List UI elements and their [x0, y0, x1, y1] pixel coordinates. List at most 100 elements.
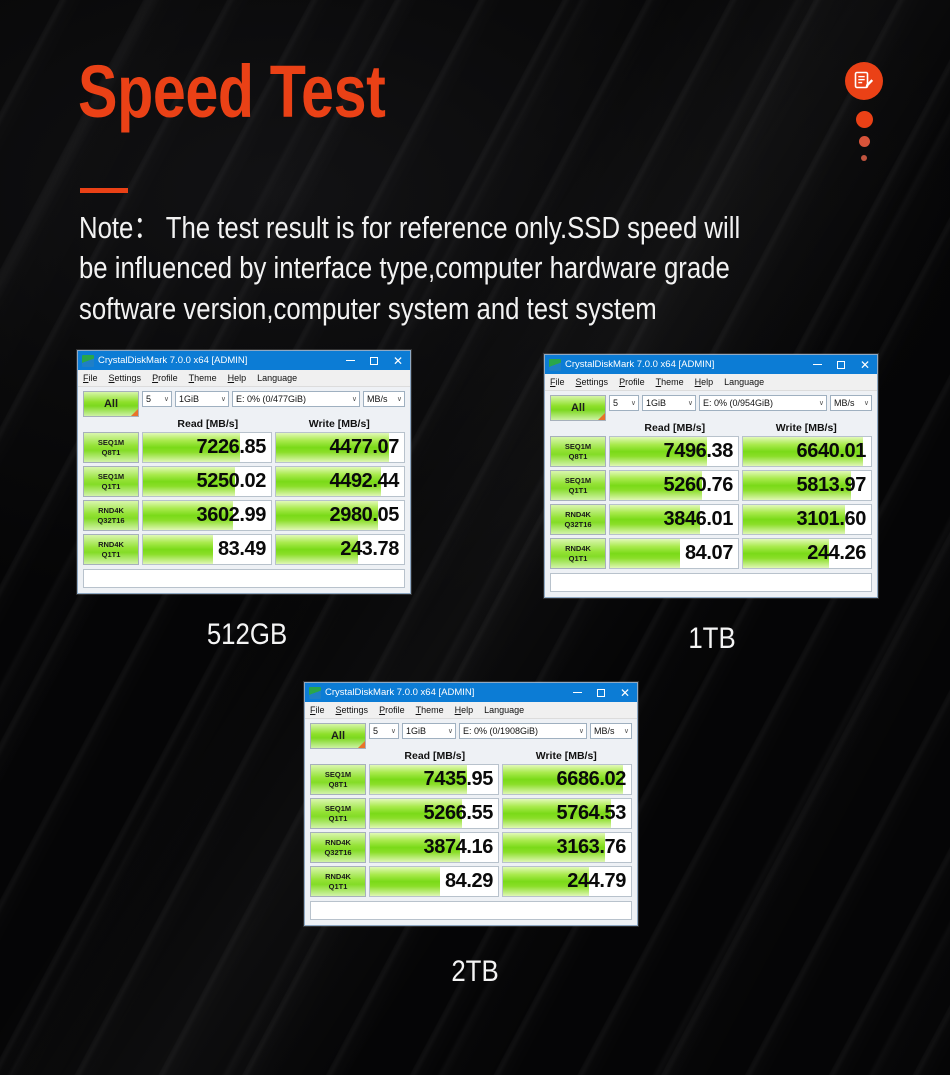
target-drive-select[interactable]: E: 0% (0/1908GiB) ∨: [459, 723, 587, 739]
row-label-line2: Q8T1: [328, 779, 348, 789]
run-all-button[interactable]: All: [550, 395, 606, 421]
read-meter: 7496.38: [609, 436, 739, 467]
read-meter: 3874.16: [369, 832, 499, 863]
menu-bar[interactable]: File Settings Profile Theme Help Languag…: [545, 374, 877, 391]
test-size-select[interactable]: 1GiB ∨: [642, 395, 696, 411]
status-bar: [83, 569, 405, 588]
close-icon[interactable]: ✕: [859, 357, 871, 372]
menu-item-theme[interactable]: Theme: [655, 377, 684, 387]
page-title: Speed Test: [78, 50, 386, 133]
meter-fill: [743, 539, 829, 568]
close-icon[interactable]: ✕: [392, 353, 404, 368]
unit-select[interactable]: MB/s ∨: [363, 391, 405, 407]
menu-item-language[interactable]: Language: [257, 373, 298, 383]
write-value: 4477.07: [329, 436, 400, 458]
read-value: 5266.55: [423, 802, 494, 824]
test-size-select[interactable]: 1GiB ∨: [175, 391, 229, 407]
menu-bar[interactable]: File Settings Profile Theme Help Languag…: [78, 370, 410, 387]
menu-item-profile[interactable]: Profile: [619, 377, 645, 387]
table-row: RND4K Q32T16 3874.16 3163.76: [310, 832, 632, 863]
meter-fill: [743, 471, 851, 500]
maximize-icon[interactable]: [829, 355, 853, 374]
table-row: RND4K Q32T16 3846.01 3101.60: [550, 504, 872, 535]
write-column-header: Write [MB/s]: [535, 750, 597, 762]
menu-item-settings[interactable]: Settings: [108, 373, 142, 383]
target-drive-select[interactable]: E: 0% (0/477GiB) ∨: [232, 391, 360, 407]
menu-item-settings[interactable]: Settings: [575, 377, 609, 387]
menu-item-help[interactable]: Help: [227, 373, 247, 383]
minimize-icon[interactable]: [338, 351, 362, 370]
write-value: 6640.01: [796, 440, 867, 462]
menu-item-theme[interactable]: Theme: [415, 705, 444, 715]
chevron-down-icon: ∨: [220, 396, 226, 403]
row-label-line1: SEQ1M: [324, 804, 352, 814]
menu-item-language[interactable]: Language: [724, 377, 765, 387]
window-titlebar[interactable]: CrystalDiskMark 7.0.0 x64 [ADMIN] ✕: [545, 355, 877, 374]
crystaldiskmark-window-2tb[interactable]: CrystalDiskMark 7.0.0 x64 [ADMIN] ✕ File…: [304, 682, 638, 926]
menu-item-profile[interactable]: Profile: [152, 373, 178, 383]
status-bar: [310, 901, 632, 920]
menu-item-theme[interactable]: Theme: [188, 373, 217, 383]
window-titlebar[interactable]: CrystalDiskMark 7.0.0 x64 [ADMIN] ✕: [305, 683, 637, 702]
menu-item-file[interactable]: File: [550, 377, 565, 387]
test-count-select[interactable]: 5 ∨: [142, 391, 172, 407]
menu-item-language[interactable]: Language: [484, 705, 525, 715]
meter-fill: [276, 501, 379, 530]
read-meter: 7435.95: [369, 764, 499, 795]
close-icon[interactable]: ✕: [619, 685, 631, 700]
maximize-icon[interactable]: [362, 351, 386, 370]
unit-select[interactable]: MB/s ∨: [830, 395, 872, 411]
row-label-line2: Q32T16: [564, 519, 592, 529]
row-label-seq1m-q1t1[interactable]: SEQ1M Q1T1: [83, 466, 139, 497]
row-label-rnd4k-q1t1[interactable]: RND4K Q1T1: [550, 538, 606, 569]
benchmark-toolbar[interactable]: All 5 ∨ 1GiB ∨ E: 0% (0/954GiB): [550, 395, 872, 421]
write-meter: 3101.60: [742, 504, 872, 535]
row-label-rnd4k-q1t1[interactable]: RND4K Q1T1: [310, 866, 366, 897]
row-label-line1: SEQ1M: [324, 770, 352, 780]
unit-select[interactable]: MB/s ∨: [590, 723, 632, 739]
window-buttons[interactable]: ✕: [338, 351, 410, 370]
chevron-down-icon: ∨: [818, 400, 824, 407]
chevron-down-icon: ∨: [687, 400, 693, 407]
row-label-line2: Q32T16: [324, 847, 352, 857]
menu-item-help[interactable]: Help: [694, 377, 714, 387]
minimize-icon[interactable]: [805, 355, 829, 374]
crystaldiskmark-window-1tb[interactable]: CrystalDiskMark 7.0.0 x64 [ADMIN] ✕ File…: [544, 354, 878, 598]
table-row: SEQ1M Q1T1 5250.02 4492.44: [83, 466, 405, 497]
run-all-button[interactable]: All: [83, 391, 139, 417]
menu-item-file[interactable]: File: [83, 373, 98, 383]
window-buttons[interactable]: ✕: [805, 355, 877, 374]
test-size-select[interactable]: 1GiB ∨: [402, 723, 456, 739]
run-all-button[interactable]: All: [310, 723, 366, 749]
row-label-seq1m-q1t1[interactable]: SEQ1M Q1T1: [550, 470, 606, 501]
row-label-rnd4k-q32t16[interactable]: RND4K Q32T16: [550, 504, 606, 535]
minimize-icon[interactable]: [565, 683, 589, 702]
row-label-rnd4k-q32t16[interactable]: RND4K Q32T16: [310, 832, 366, 863]
row-label-rnd4k-q32t16[interactable]: RND4K Q32T16: [83, 500, 139, 531]
benchmark-toolbar[interactable]: All 5 ∨ 1GiB ∨ E: 0% (0/477GiB): [83, 391, 405, 417]
menu-item-file[interactable]: File: [310, 705, 325, 715]
crystaldiskmark-window-512gb[interactable]: CrystalDiskMark 7.0.0 x64 [ADMIN] ✕ File…: [77, 350, 411, 594]
menu-item-help[interactable]: Help: [454, 705, 474, 715]
row-label-seq1m-q8t1[interactable]: SEQ1M Q8T1: [310, 764, 366, 795]
test-count-select[interactable]: 5 ∨: [369, 723, 399, 739]
row-label-seq1m-q1t1[interactable]: SEQ1M Q1T1: [310, 798, 366, 829]
test-count-select[interactable]: 5 ∨: [609, 395, 639, 411]
read-value: 84.07: [684, 542, 733, 564]
write-meter: 3163.76: [502, 832, 632, 863]
window-titlebar[interactable]: CrystalDiskMark 7.0.0 x64 [ADMIN] ✕: [78, 351, 410, 370]
unit-value: MB/s: [834, 398, 855, 408]
menu-item-profile[interactable]: Profile: [379, 705, 405, 715]
menu-item-settings[interactable]: Settings: [335, 705, 369, 715]
target-drive-select[interactable]: E: 0% (0/954GiB) ∨: [699, 395, 827, 411]
chevron-down-icon: ∨: [351, 396, 357, 403]
menu-bar[interactable]: File Settings Profile Theme Help Languag…: [305, 702, 637, 719]
row-label-line1: SEQ1M: [564, 442, 592, 452]
maximize-icon[interactable]: [589, 683, 613, 702]
row-label-seq1m-q8t1[interactable]: SEQ1M Q8T1: [83, 432, 139, 463]
row-label-seq1m-q8t1[interactable]: SEQ1M Q8T1: [550, 436, 606, 467]
benchmark-toolbar[interactable]: All 5 ∨ 1GiB ∨ E: 0% (0/1908GiB): [310, 723, 632, 749]
window-buttons[interactable]: ✕: [565, 683, 637, 702]
write-value: 244.79: [567, 870, 626, 892]
row-label-rnd4k-q1t1[interactable]: RND4K Q1T1: [83, 534, 139, 565]
